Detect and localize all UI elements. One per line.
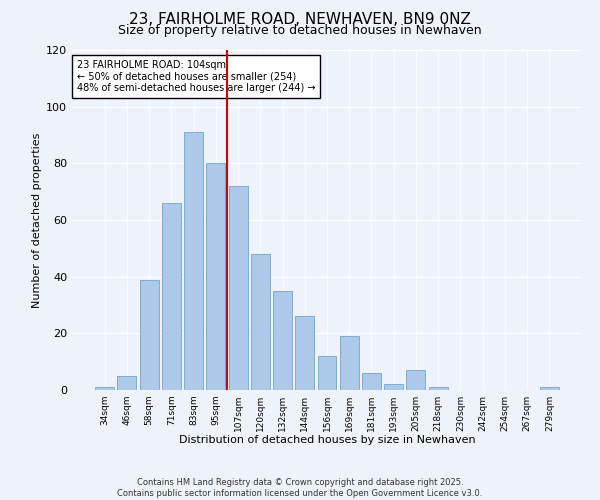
- Y-axis label: Number of detached properties: Number of detached properties: [32, 132, 42, 308]
- Bar: [140, 280, 158, 390]
- Bar: [206, 164, 225, 390]
- Bar: [273, 291, 292, 390]
- Bar: [429, 387, 448, 390]
- Bar: [95, 387, 114, 390]
- Text: Size of property relative to detached houses in Newhaven: Size of property relative to detached ho…: [118, 24, 482, 37]
- Bar: [384, 384, 403, 390]
- Bar: [340, 336, 359, 390]
- Bar: [295, 316, 314, 390]
- Text: 23 FAIRHOLME ROAD: 104sqm
← 50% of detached houses are smaller (254)
48% of semi: 23 FAIRHOLME ROAD: 104sqm ← 50% of detac…: [77, 60, 316, 94]
- Bar: [540, 387, 559, 390]
- Bar: [118, 376, 136, 390]
- Bar: [184, 132, 203, 390]
- Bar: [162, 203, 181, 390]
- Text: 23, FAIRHOLME ROAD, NEWHAVEN, BN9 0NZ: 23, FAIRHOLME ROAD, NEWHAVEN, BN9 0NZ: [129, 12, 471, 28]
- Bar: [251, 254, 270, 390]
- Bar: [317, 356, 337, 390]
- Bar: [406, 370, 425, 390]
- Bar: [229, 186, 248, 390]
- Bar: [362, 373, 381, 390]
- Text: Contains HM Land Registry data © Crown copyright and database right 2025.
Contai: Contains HM Land Registry data © Crown c…: [118, 478, 482, 498]
- X-axis label: Distribution of detached houses by size in Newhaven: Distribution of detached houses by size …: [179, 436, 475, 446]
